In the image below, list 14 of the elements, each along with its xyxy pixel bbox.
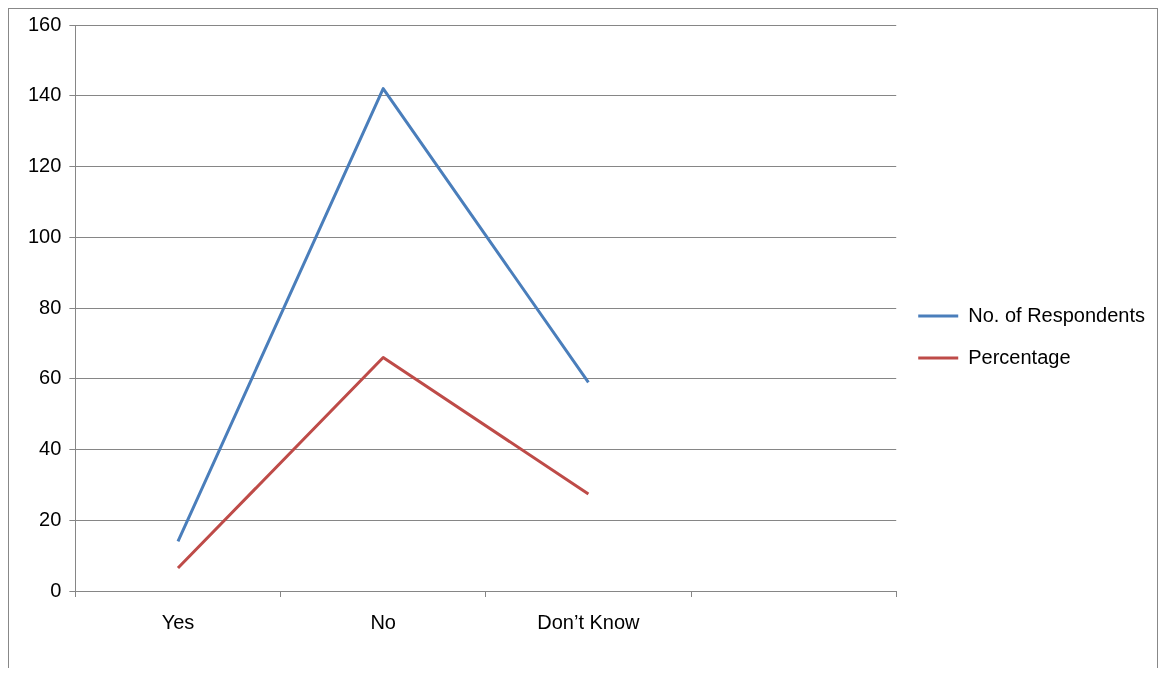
y-tick-label: 60 [39, 366, 62, 389]
y-tick-label: 20 [39, 507, 62, 530]
y-tick-label: 40 [39, 437, 62, 460]
y-tick-label: 80 [39, 295, 62, 318]
legend-label: No. of Respondents [968, 303, 1145, 326]
x-tick-label: Yes [161, 610, 195, 633]
x-tick-label: Don’t Know [537, 610, 641, 633]
y-tick-label: 0 [50, 578, 62, 601]
y-tick-label: 160 [27, 12, 62, 35]
legend-label: Percentage [968, 345, 1071, 368]
y-tick-label: 100 [27, 224, 62, 247]
x-tick-label: No [370, 610, 396, 633]
y-tick-label: 120 [27, 154, 62, 177]
y-tick-label: 140 [27, 83, 62, 106]
